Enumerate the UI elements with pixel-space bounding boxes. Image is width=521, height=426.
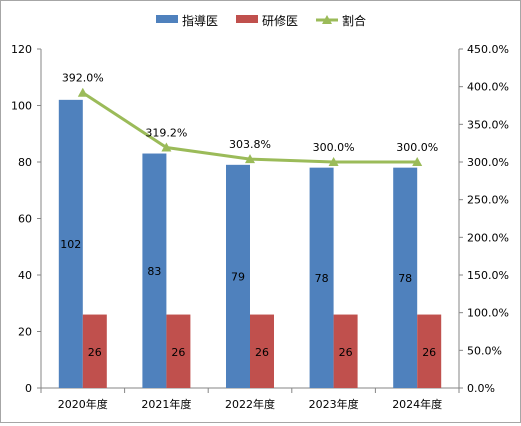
y-left-tick-label: 80 — [18, 156, 32, 169]
y-right-tick-label: 50.0% — [467, 344, 502, 357]
ratio-marker — [412, 157, 423, 166]
bar-kenshuui — [250, 314, 274, 388]
y-left-tick-label: 120 — [11, 43, 32, 56]
legend-label: 指導医 — [182, 13, 218, 28]
bar-shidoui — [58, 99, 83, 388]
y-right-tick-label: 100.0% — [467, 307, 509, 320]
bar-value-label: 26 — [422, 346, 436, 359]
ratio-value-label: 300.0% — [313, 141, 355, 154]
bar-value-label: 78 — [315, 272, 329, 285]
ratio-marker — [328, 157, 339, 166]
ratio-value-label: 319.2% — [145, 127, 187, 140]
legend-label: 割合 — [342, 13, 366, 28]
ratio-value-label: 300.0% — [396, 141, 438, 154]
y-left-tick-label: 100 — [11, 100, 32, 113]
y-left-tick-label: 60 — [18, 213, 32, 226]
x-tick-label: 2022年度 — [225, 397, 275, 411]
y-left-tick-label: 20 — [18, 326, 32, 339]
bar-value-label: 26 — [171, 346, 185, 359]
bar-kenshuui — [82, 314, 107, 388]
y-left-tick-label: 40 — [18, 269, 32, 282]
bar-value-label: 26 — [339, 346, 353, 359]
x-tick-label: 2020年度 — [58, 397, 108, 411]
legend-swatch — [236, 15, 258, 23]
x-tick-label: 2024年度 — [392, 397, 442, 411]
ratio-marker — [161, 142, 172, 152]
bar-shidoui — [226, 164, 250, 388]
y-right-tick-label: 150.0% — [467, 269, 509, 282]
ratio-marker — [77, 87, 88, 97]
bar-value-label: 79 — [231, 270, 245, 283]
bar-value-label: 26 — [88, 346, 102, 359]
y-right-tick-label: 200.0% — [467, 231, 509, 244]
ratio-value-label: 303.8% — [229, 138, 271, 151]
bar-kenshuui — [333, 314, 358, 388]
bar-value-label: 102 — [60, 238, 81, 251]
data-labels: 102 26 83 26 79 26 78 26 78 26 392.0% 319.2% 303.8% 3… — [60, 72, 438, 359]
axes: 0 20 40 60 80 100 120 0.0% 50.0% 100.0% 150.0% 200.… — [11, 43, 509, 411]
legend: 指導医 研修医 割合 — [156, 13, 366, 28]
y-right-tick-label: 0.0% — [467, 382, 495, 395]
x-tick-label: 2021年度 — [141, 397, 191, 411]
bar-value-label: 78 — [398, 272, 412, 285]
ratio-line — [77, 87, 423, 166]
ratio-line-path — [81, 91, 418, 164]
bar-kenshuui — [166, 314, 191, 388]
legend-swatch — [156, 15, 178, 23]
bar-value-label: 26 — [255, 346, 269, 359]
bar-shidoui — [142, 153, 167, 388]
bars — [58, 99, 442, 388]
bar-shidoui — [393, 167, 418, 388]
y-right-tick-label: 400.0% — [467, 81, 509, 94]
x-tick-label: 2023年度 — [309, 397, 359, 411]
y-right-tick-label: 300.0% — [467, 156, 509, 169]
legend-label: 研修医 — [262, 13, 298, 28]
ratio-marker — [245, 154, 255, 164]
y-right-tick-label: 450.0% — [467, 43, 509, 56]
y-right-tick-label: 350.0% — [467, 118, 509, 131]
bar-value-label: 83 — [147, 265, 161, 278]
legend-marker — [322, 15, 332, 24]
bar-kenshuui — [417, 314, 442, 388]
bar-shidoui — [309, 167, 334, 388]
y-left-tick-label: 0 — [25, 382, 32, 395]
y-right-tick-label: 250.0% — [467, 194, 509, 207]
ratio-value-label: 392.0% — [62, 72, 104, 85]
